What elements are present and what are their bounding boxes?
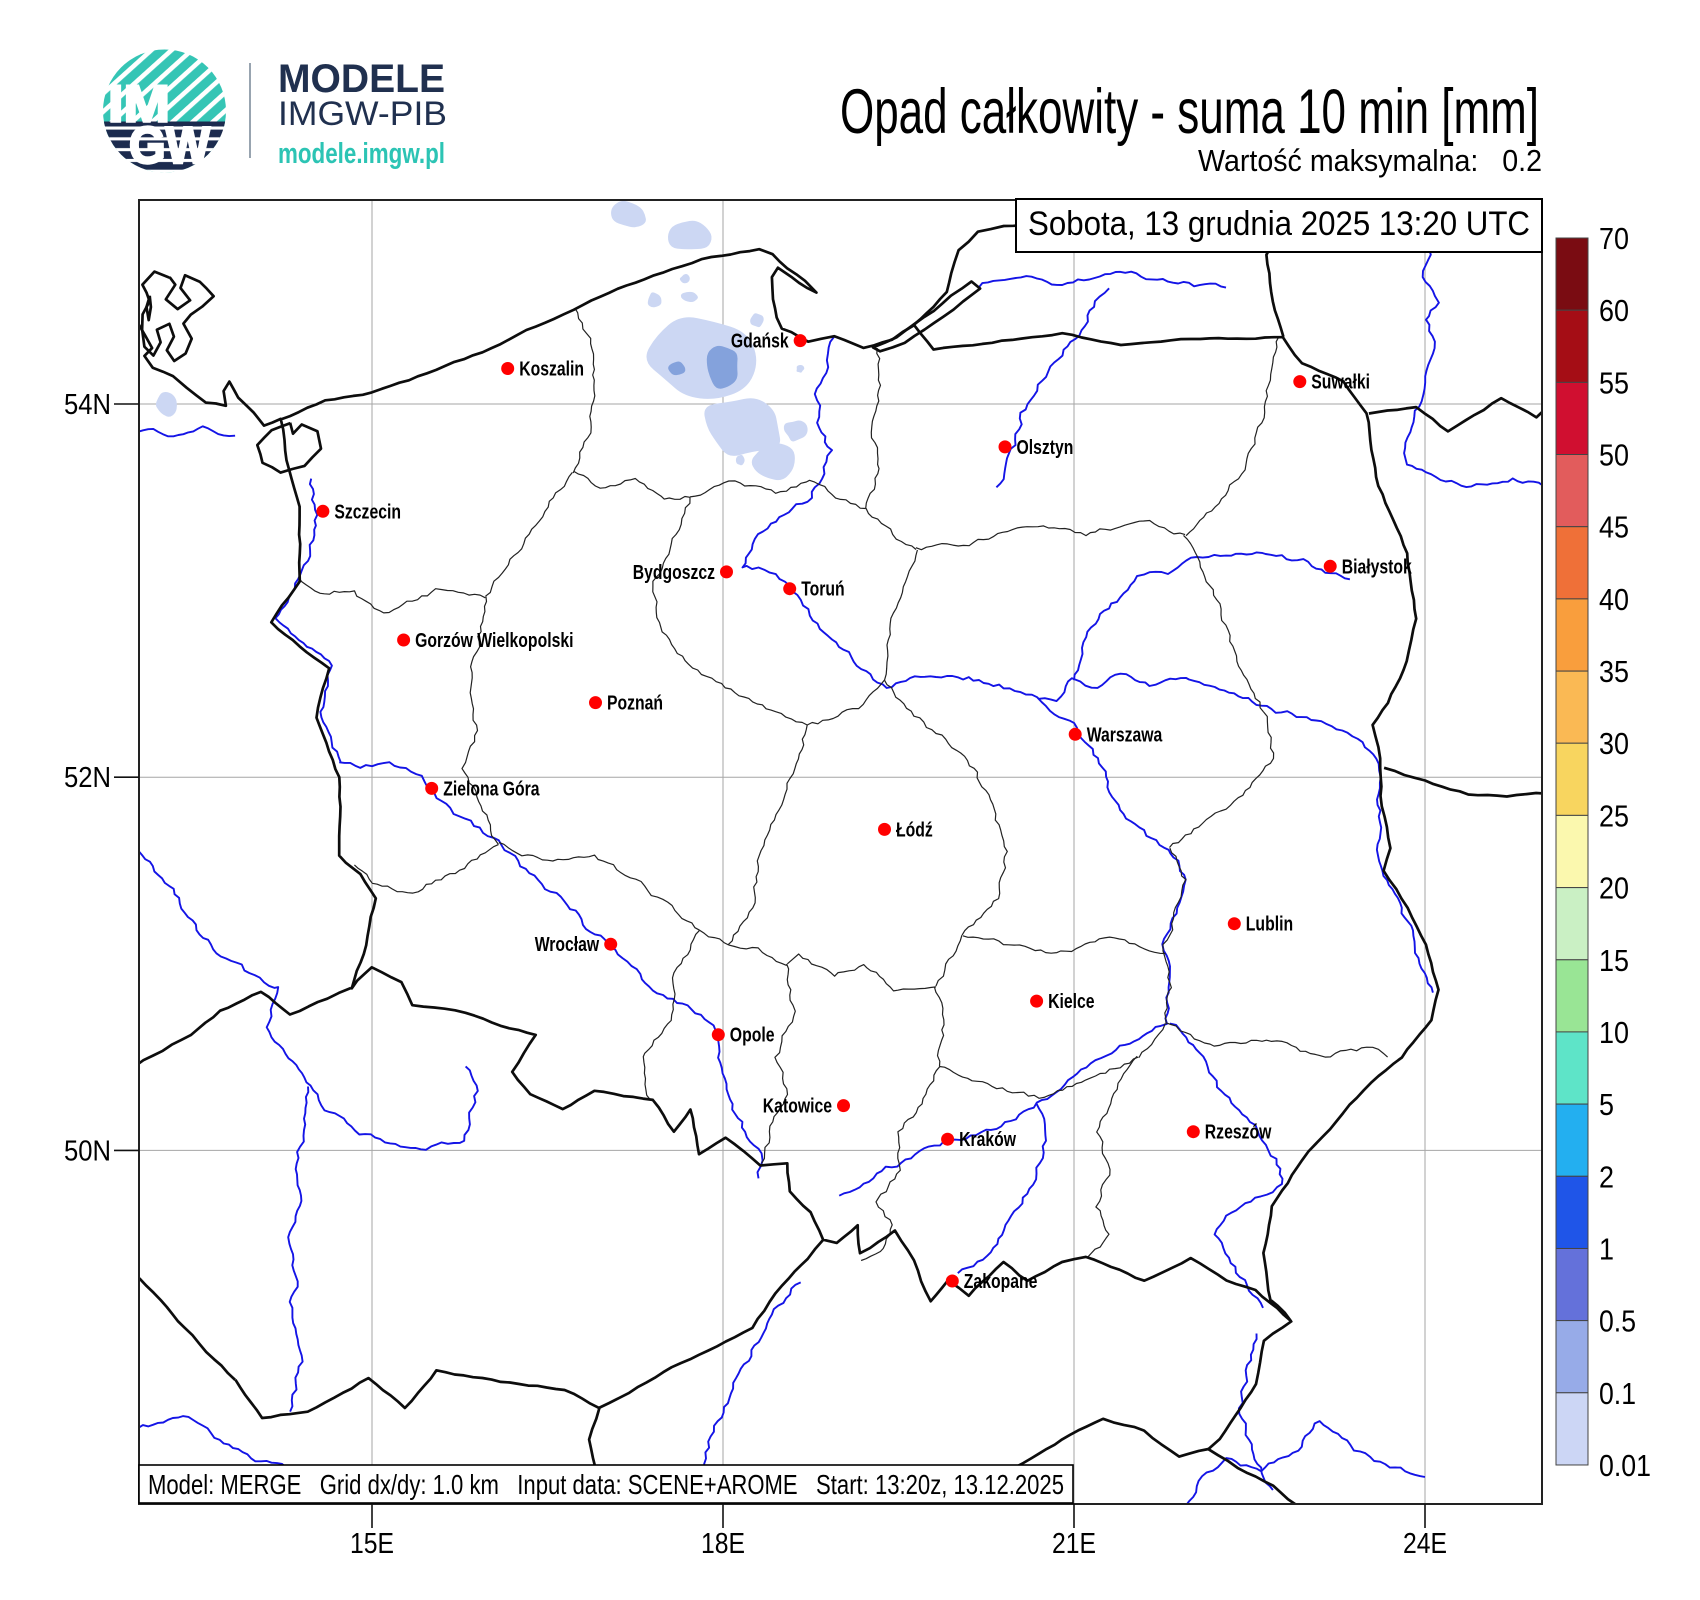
svg-text:15E: 15E [350, 1528, 394, 1560]
svg-text:IMGW-PIB: IMGW-PIB [278, 95, 447, 133]
svg-text:60: 60 [1599, 293, 1629, 328]
svg-text:1: 1 [1599, 1232, 1614, 1267]
svg-text:0.1: 0.1 [1599, 1376, 1636, 1411]
svg-text:0.01: 0.01 [1599, 1448, 1651, 1483]
svg-text:Model: MERGE Grid dx/dy: 1.0: Model: MERGE Grid dx/dy: 1.0 km Input da… [148, 1469, 1064, 1500]
svg-text:55: 55 [1599, 365, 1629, 400]
svg-text:52N: 52N [64, 762, 111, 794]
svg-text:Zielona Góra: Zielona Góra [443, 778, 540, 800]
svg-text:Wrocław: Wrocław [535, 934, 600, 956]
svg-text:Łódź: Łódź [896, 819, 933, 841]
svg-text:Gdańsk: Gdańsk [731, 331, 789, 353]
svg-text:5: 5 [1599, 1087, 1614, 1122]
svg-text:24E: 24E [1403, 1528, 1447, 1560]
svg-text:18E: 18E [701, 1528, 745, 1560]
svg-text:Rzeszów: Rzeszów [1205, 1122, 1272, 1144]
svg-text:Zakopane: Zakopane [964, 1271, 1038, 1293]
svg-text:Szczecin: Szczecin [334, 501, 401, 523]
svg-text:10: 10 [1599, 1015, 1629, 1050]
svg-text:Lublin: Lublin [1246, 914, 1293, 936]
svg-text:MODELE: MODELE [278, 57, 445, 101]
svg-text:Wartość maksymalna: 0.2: Wartość maksymalna: 0.2 [1198, 143, 1542, 178]
svg-text:Sobota, 13 grudnia 2025 13:20: Sobota, 13 grudnia 2025 13:20 UTC [1028, 205, 1530, 243]
svg-text:30: 30 [1599, 726, 1629, 761]
svg-text:Kraków: Kraków [959, 1129, 1016, 1151]
svg-text:Suwałki: Suwałki [1311, 372, 1370, 394]
svg-text:Poznań: Poznań [607, 693, 663, 715]
svg-text:Białystok: Białystok [1342, 556, 1413, 578]
svg-text:Opad całkowity - suma 10 min [: Opad całkowity - suma 10 min [mm] [840, 77, 1539, 147]
svg-text:50: 50 [1599, 438, 1629, 473]
svg-text:21E: 21E [1052, 1528, 1096, 1560]
svg-text:50N: 50N [64, 1135, 111, 1167]
svg-text:35: 35 [1599, 654, 1629, 689]
svg-text:Warszawa: Warszawa [1087, 724, 1163, 746]
svg-text:Bydgoszcz: Bydgoszcz [633, 562, 715, 584]
svg-text:15: 15 [1599, 943, 1629, 978]
svg-text:20: 20 [1599, 871, 1629, 906]
svg-text:Katowice: Katowice [763, 1096, 832, 1118]
svg-text:Olsztyn: Olsztyn [1017, 437, 1074, 459]
svg-text:40: 40 [1599, 582, 1629, 617]
svg-text:Koszalin: Koszalin [519, 359, 584, 381]
svg-text:modele.imgw.pl: modele.imgw.pl [278, 138, 445, 170]
svg-text:25: 25 [1599, 798, 1629, 833]
svg-text:Kielce: Kielce [1048, 991, 1094, 1013]
svg-text:54N: 54N [64, 389, 111, 421]
svg-text:GW: GW [129, 117, 211, 175]
svg-text:0.5: 0.5 [1599, 1304, 1636, 1339]
svg-text:2: 2 [1599, 1159, 1614, 1194]
svg-text:70: 70 [1599, 221, 1629, 256]
svg-text:IM: IM [108, 76, 170, 134]
svg-text:Toruń: Toruń [801, 579, 845, 601]
svg-text:45: 45 [1599, 510, 1629, 545]
svg-text:Opole: Opole [730, 1025, 775, 1047]
svg-text:Gorzów Wielkopolski: Gorzów Wielkopolski [415, 630, 573, 652]
